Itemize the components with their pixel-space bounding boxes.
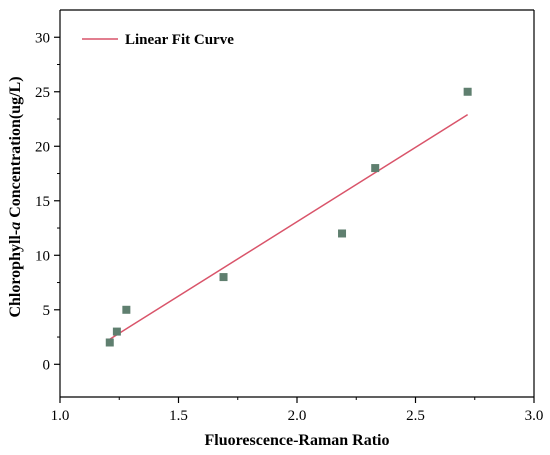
linear-fit-line	[109, 114, 469, 340]
y-axis-title-part-1: Chlorophyll-	[7, 230, 24, 318]
y-tick-label-1: 5	[43, 303, 51, 319]
y-tick-label-2: 10	[35, 248, 50, 264]
x-tick-label-3: 2.5	[406, 408, 425, 424]
legend: Linear Fit Curve	[82, 32, 234, 48]
x-axis-title: Fluorescence-Raman Ratio	[205, 432, 390, 449]
y-tick-label-6: 30	[35, 30, 50, 46]
data-point-0	[105, 338, 114, 347]
data-point-3	[219, 273, 228, 282]
y-tick-label-5: 25	[35, 85, 50, 101]
x-tick-label-1: 1.5	[169, 408, 188, 424]
x-tick-label-0: 1.0	[51, 408, 70, 424]
x-tick-label-4: 3.0	[525, 408, 544, 424]
y-axis-title-part-3: Concentration(ug/L)	[7, 76, 24, 221]
y-tick-label-4: 20	[35, 139, 50, 155]
x-tick-label-2: 2.0	[288, 408, 307, 424]
y-axis-title-italic-a: a	[7, 222, 24, 230]
legend-label-linear-fit: Linear Fit Curve	[125, 32, 234, 48]
data-point-1	[112, 327, 121, 336]
y-tick-label-3: 15	[35, 194, 50, 210]
axes: 1.0 1.5 2.0 2.5 3.0 0 5 10 15 20 25 30	[35, 9, 544, 424]
y-axis-title: Chlorophyll-a Concentration(ug/L)	[7, 76, 24, 317]
y-tick-label-0: 0	[43, 357, 51, 373]
data-point-2	[122, 305, 131, 314]
data-point-4	[338, 229, 347, 238]
data-point-5	[371, 164, 380, 173]
plot-marks	[105, 87, 472, 347]
data-point-6	[463, 87, 472, 96]
